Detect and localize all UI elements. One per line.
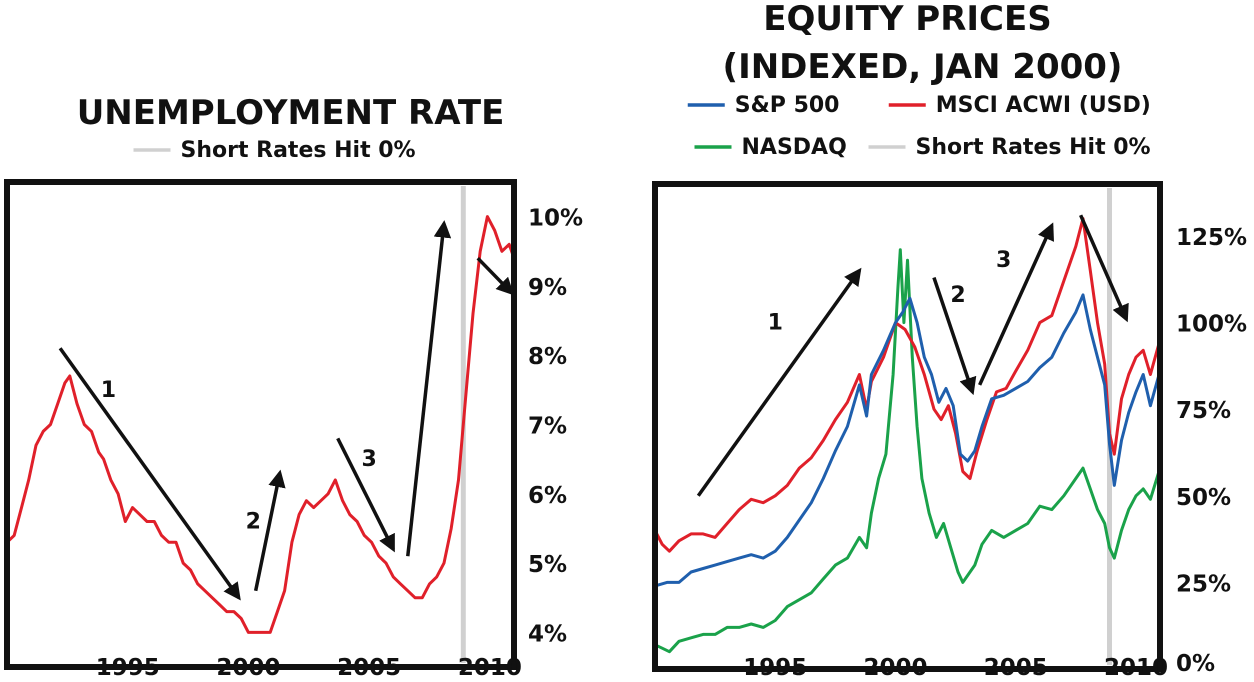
phase-label: 1	[768, 311, 783, 336]
x-tick-label: 2005	[337, 655, 401, 681]
plot-frame	[652, 181, 1163, 672]
plot-frame	[4, 179, 517, 670]
trend-arrow-4	[406, 220, 452, 557]
trend-arrow-2	[253, 469, 286, 592]
y-tick-label: 25%	[1176, 571, 1231, 597]
x-tick-label: 1995	[743, 655, 807, 681]
phase-label: 3	[361, 447, 376, 472]
x-tick-label: 2000	[863, 655, 927, 681]
y-tick-label: 125%	[1176, 225, 1247, 251]
legend-label: Short Rates Hit 0%	[181, 138, 416, 163]
y-tick-label: 8%	[528, 344, 567, 370]
y-tick-label: 100%	[1176, 312, 1247, 338]
x-tick-label: 2000	[216, 655, 280, 681]
phase-label: 2	[950, 283, 965, 308]
trend-arrow-4	[1079, 214, 1129, 323]
y-tick-label: 4%	[528, 621, 567, 647]
y-tick-label: 0%	[1176, 651, 1215, 677]
chart-title: UNEMPLOYMENT RATE	[77, 93, 505, 133]
x-tick-label: 2010	[458, 655, 522, 681]
trend-arrow-2	[932, 276, 977, 396]
trend-arrow-5	[476, 256, 515, 296]
trend-arrow-3	[336, 437, 395, 553]
phase-label: 3	[996, 248, 1011, 273]
legend-label: NASDAQ	[742, 135, 847, 160]
chart-title: EQUITY PRICES	[763, 0, 1051, 39]
y-tick-label: 5%	[528, 552, 567, 578]
series-line-nasdaq	[653, 248, 1162, 654]
series-line-unemployment	[5, 215, 516, 634]
y-tick-label: 75%	[1176, 398, 1231, 424]
x-tick-label: 1995	[96, 655, 160, 681]
unemployment-chart: UNEMPLOYMENT RATE Short Rates Hit 0% 1 2 3 19…	[4, 93, 583, 681]
trend-arrow-1	[696, 267, 862, 497]
trend-arrow-3	[978, 222, 1054, 386]
series-line-msci-acwi-usd-	[653, 217, 1162, 553]
x-tick-label: 2010	[1104, 655, 1168, 681]
y-tick-label: 50%	[1176, 485, 1231, 511]
series-line-s-p-500	[653, 293, 1162, 588]
y-tick-label: 10%	[528, 206, 583, 232]
phase-label: 2	[246, 509, 261, 534]
x-tick-label: 2005	[984, 655, 1048, 681]
y-tick-label: 7%	[528, 414, 567, 440]
legend-label: Short Rates Hit 0%	[916, 135, 1151, 160]
legend-label: MSCI ACWI (USD)	[936, 93, 1151, 118]
legend-label: S&P 500	[735, 93, 840, 118]
equity-prices-chart: EQUITY PRICES (INDEXED, JAN 2000) S&P 500 M…	[652, 0, 1247, 681]
y-tick-label: 6%	[528, 483, 567, 509]
trend-arrow-1	[58, 347, 241, 601]
chart-subtitle: (INDEXED, JAN 2000)	[723, 47, 1123, 87]
phase-label: 1	[101, 378, 116, 403]
y-tick-label: 9%	[528, 275, 567, 301]
